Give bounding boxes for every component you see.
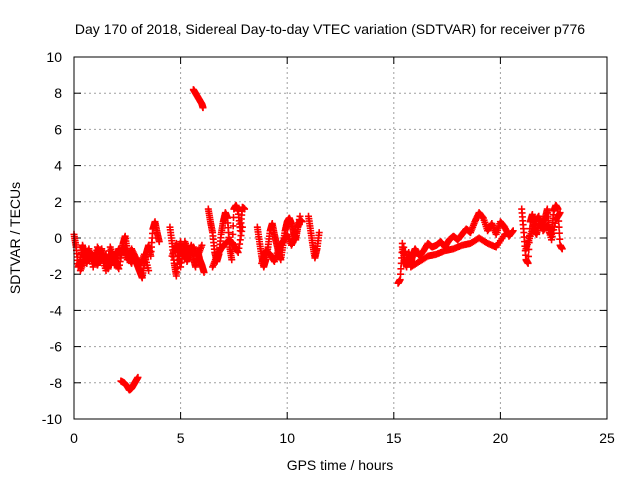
y-tick-label: -2 <box>50 266 63 282</box>
data-point <box>404 255 412 263</box>
data-point <box>524 259 532 267</box>
data-point <box>198 241 206 249</box>
chart-title: Day 170 of 2018, Sidereal Day-to-day VTE… <box>75 21 585 37</box>
y-tick-label: 6 <box>54 121 62 137</box>
y-tick-label: 10 <box>46 49 62 65</box>
data-point <box>556 209 564 217</box>
data-point <box>501 230 509 238</box>
y-axis-label: SDTVAR / TECUs <box>7 182 23 294</box>
data-point <box>509 227 517 235</box>
x-tick-label: 25 <box>599 430 615 446</box>
x-tick-label: 5 <box>177 430 185 446</box>
data-point <box>558 245 566 253</box>
y-tick-label: -10 <box>42 411 62 427</box>
data-point <box>229 230 237 238</box>
x-tick-label: 20 <box>493 430 509 446</box>
data-point <box>555 229 563 237</box>
grid-lines <box>74 57 607 419</box>
data-point <box>155 238 163 246</box>
plot-frame <box>73 56 608 420</box>
y-tick-label: -8 <box>50 375 63 391</box>
x-tick-label: 0 <box>70 430 78 446</box>
data-point <box>229 222 237 230</box>
y-tick-labels: -10 -8 -6 -4 -2 0 2 4 6 8 10 <box>42 49 62 427</box>
data-point <box>134 373 142 381</box>
data-point <box>238 223 246 231</box>
x-tick-labels: 0 5 10 15 20 25 <box>70 430 615 446</box>
data-point <box>401 247 409 255</box>
data-point <box>398 239 406 247</box>
data-point <box>400 243 408 251</box>
data-point <box>228 256 236 264</box>
y-tick-label: 8 <box>54 85 62 101</box>
x-tick-label: 15 <box>386 430 402 446</box>
x-axis-label: GPS time / hours <box>287 457 394 473</box>
data-point <box>524 252 532 260</box>
data-point <box>200 268 208 276</box>
x-tick-label: 10 <box>279 430 295 446</box>
y-tick-label: -4 <box>50 302 63 318</box>
data-point <box>296 212 304 220</box>
data-series-sdtvar <box>70 86 566 394</box>
data-point <box>199 104 207 112</box>
data-point <box>554 205 562 213</box>
y-tick-label: -6 <box>50 339 63 355</box>
data-point <box>145 267 153 275</box>
data-point <box>241 205 249 213</box>
data-point <box>556 235 564 243</box>
y-tick-label: 0 <box>54 230 62 246</box>
y-tick-label: 4 <box>54 158 62 174</box>
data-point <box>315 229 323 237</box>
data-point <box>403 251 411 259</box>
y-tick-label: 2 <box>54 194 62 210</box>
